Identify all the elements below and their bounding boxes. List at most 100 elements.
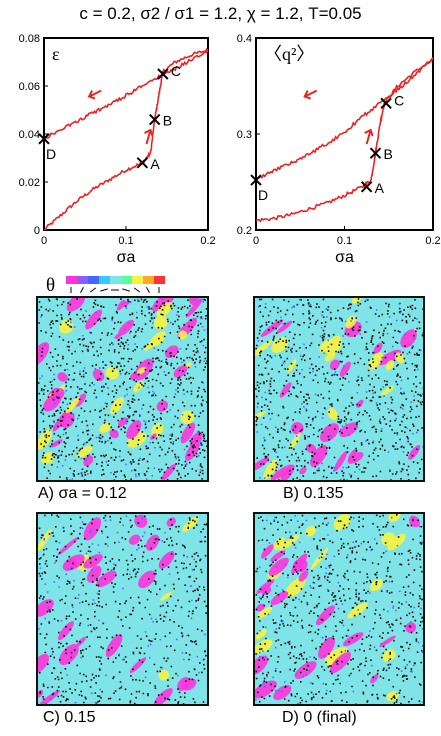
phase-domain xyxy=(178,330,188,340)
phase-domain xyxy=(109,429,119,439)
phase-domain xyxy=(129,657,147,674)
theta-color-swatch xyxy=(132,276,143,284)
y-tick-label: 0.04 xyxy=(19,129,40,141)
phase-domain xyxy=(270,550,286,562)
phase-domain xyxy=(144,335,163,351)
phase-domain xyxy=(287,359,297,373)
phase-domain xyxy=(276,320,293,334)
phase-domain xyxy=(150,433,157,440)
theta-color-legend: θ xyxy=(46,275,165,296)
phase-domain xyxy=(280,464,295,480)
y-tick-label: 0.2 xyxy=(237,225,252,237)
y-tick-label: 0.3 xyxy=(237,129,252,141)
phase-domain xyxy=(285,577,306,598)
theta-tick xyxy=(146,286,150,294)
loading-arrow-icon xyxy=(364,128,374,145)
phase-domain xyxy=(59,319,74,334)
phase-domain xyxy=(117,417,128,428)
phase-domain xyxy=(116,299,126,311)
phase-domain xyxy=(386,691,399,702)
plot-frame xyxy=(255,37,434,231)
theta-tick xyxy=(89,287,97,293)
defect-particles xyxy=(38,298,207,480)
phase-domain xyxy=(327,407,338,421)
phase-domain xyxy=(153,688,173,704)
theta-color-swatch xyxy=(99,276,110,284)
marker-point-C xyxy=(380,97,392,109)
title-chi: χ = 1.2, xyxy=(246,4,304,23)
point-label-B: B xyxy=(163,113,172,129)
y-tick-label: 0.4 xyxy=(237,33,252,45)
phase-domain xyxy=(347,452,364,464)
phase-domain xyxy=(382,649,396,662)
theta-tick xyxy=(80,286,84,294)
y-tick-label: 0.08 xyxy=(19,33,40,45)
phase-domain xyxy=(373,342,383,354)
snapshot-panel-B xyxy=(253,296,425,482)
phase-domain xyxy=(368,352,383,370)
phase-domain xyxy=(76,636,87,647)
caption-B: B) 0.135 xyxy=(283,485,344,502)
phase-domain xyxy=(305,525,316,537)
theta-color-swatch xyxy=(154,276,165,284)
strain-chart: 0 0.02 0.04 0.06 0.08 0 0.1 0.2 A B C Dε σa xyxy=(19,33,216,266)
phase-domain xyxy=(118,319,135,336)
phase-domain xyxy=(271,336,289,353)
phase-domain xyxy=(273,684,292,701)
phase-domain xyxy=(345,315,357,329)
phase-domain xyxy=(356,399,364,408)
phase-domain xyxy=(99,422,111,433)
phase-domain xyxy=(166,517,176,527)
phase-domain xyxy=(279,382,292,398)
y-axis-label: 〈q²〉 xyxy=(264,44,314,64)
curve-series-2 xyxy=(255,57,434,181)
snapshot-panel-A xyxy=(36,296,209,482)
phase-domain xyxy=(319,339,332,353)
unloading-arrow-icon xyxy=(87,89,102,100)
phase-domain xyxy=(260,544,274,559)
phase-domain xyxy=(394,352,405,364)
phase-domain xyxy=(66,298,86,312)
curve-series-2 xyxy=(43,50,209,140)
phase-domain xyxy=(370,674,379,684)
x-tick-label: 0 xyxy=(253,235,259,247)
marker-point-D xyxy=(250,174,262,186)
phase-domain xyxy=(65,396,81,414)
phase-domain xyxy=(50,388,65,401)
phase-domain xyxy=(182,516,199,532)
phase-domain xyxy=(110,397,124,415)
phase-domain xyxy=(151,422,164,437)
x-tick-label: 0.2 xyxy=(425,235,440,247)
caption-D: D) 0 (final) xyxy=(282,709,357,726)
curve-series-1 xyxy=(44,47,209,231)
theta-color-swatch xyxy=(121,276,132,284)
title-T: T=0.05 xyxy=(308,4,362,23)
phase-domain xyxy=(255,628,267,640)
phase-domain xyxy=(381,386,394,396)
theta-symbol: θ xyxy=(46,275,55,296)
theta-color-swatch xyxy=(88,276,99,284)
phase-domain xyxy=(121,300,131,308)
phase-domain xyxy=(189,436,203,447)
phase-domain xyxy=(105,366,119,380)
phase-domain xyxy=(318,636,335,659)
x-tick-label: 0.1 xyxy=(118,235,133,247)
phase-domain xyxy=(379,635,396,648)
unloading-arrow-icon xyxy=(303,89,318,100)
curve-series-1 xyxy=(255,58,433,223)
phase-domain xyxy=(255,457,270,472)
point-label-A: A xyxy=(375,180,385,196)
point-label-C: C xyxy=(394,92,404,108)
phase-domain xyxy=(38,653,50,674)
theta-color-swatch xyxy=(66,276,77,284)
phase-domain xyxy=(41,452,55,464)
point-label-D: D xyxy=(258,187,268,203)
phase-domain xyxy=(256,603,265,612)
phase-domain xyxy=(324,647,349,666)
phase-domain xyxy=(409,515,420,528)
phase-domain xyxy=(256,606,273,619)
theta-color-swatch xyxy=(77,276,88,284)
y-tick-label: 0.06 xyxy=(19,81,40,93)
x-axis-label: σa xyxy=(335,249,354,266)
phase-domain xyxy=(158,551,175,569)
